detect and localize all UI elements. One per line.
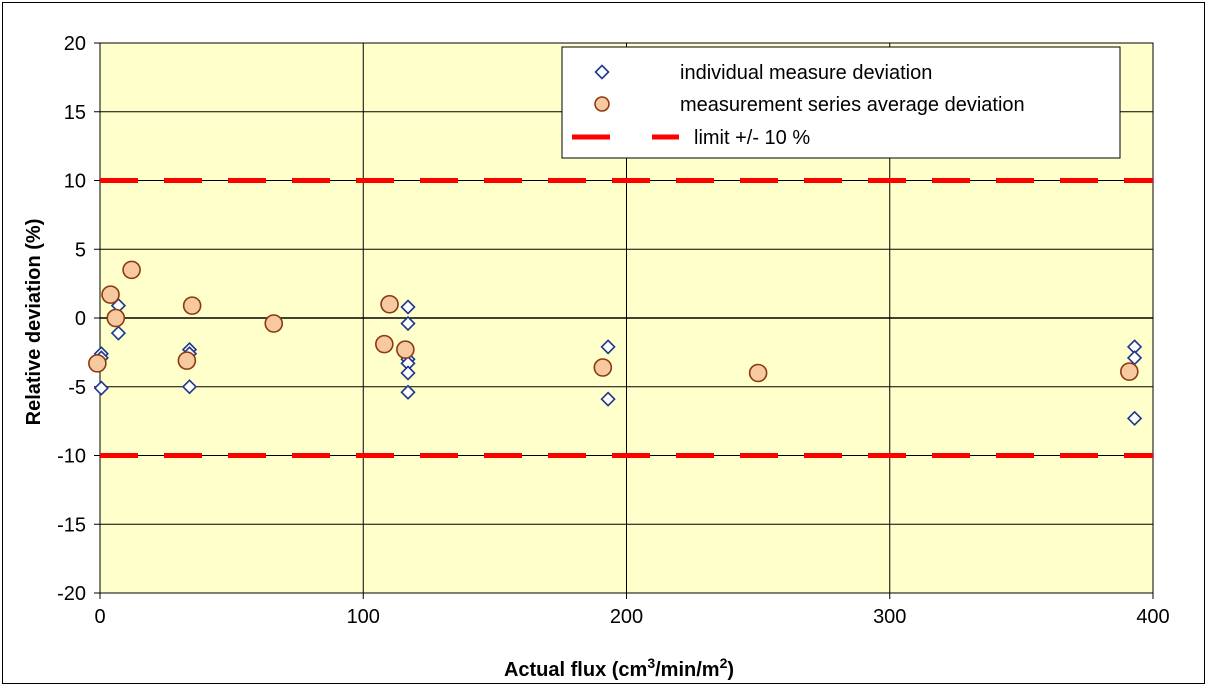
x-tick-label: 300	[873, 606, 906, 628]
individual-measure-point	[400, 365, 416, 381]
limit-lines	[100, 178, 1153, 458]
average-deviation-point	[177, 351, 197, 370]
y-tick-label: 5	[75, 239, 86, 261]
average-deviation-point	[396, 340, 415, 359]
legend-diamond-marker	[594, 64, 610, 80]
x-tick-label: 100	[347, 606, 380, 628]
legend-label-average: measurement series average deviation	[680, 94, 1025, 116]
individual-measure-point	[1126, 410, 1143, 427]
x-tick-label: 0	[94, 606, 105, 628]
average-deviation-point	[748, 363, 768, 383]
y-tick-label: 15	[64, 102, 86, 124]
x-axis-title: Actual flux (cm3/min/m2)	[504, 655, 734, 681]
y-tick-label: 20	[64, 33, 86, 55]
legend-label-individual: individual measure deviation	[680, 62, 932, 84]
y-tick-label: 10	[64, 171, 86, 193]
individual-measure-point	[110, 325, 127, 341]
individual-measure-point	[600, 339, 616, 355]
individual-measure-point	[93, 380, 109, 396]
y-tick-label: -5	[68, 377, 86, 399]
average-deviation-point	[593, 358, 613, 377]
individual-measure-point	[181, 379, 198, 395]
y-axis-ticks: 20 15 10 5 0 -5 -10 -15 -20	[57, 33, 100, 605]
legend-circle-marker	[594, 96, 610, 112]
average-deviation-point	[1120, 362, 1139, 381]
individual-measure-point	[400, 315, 416, 332]
y-tick-label: -20	[57, 583, 86, 605]
average-deviation-point	[375, 334, 394, 354]
average-deviation-point	[106, 308, 126, 328]
y-tick-label: -10	[57, 446, 86, 468]
average-deviation-point	[182, 296, 202, 315]
y-axis-title: Relative deviation (%)	[23, 219, 45, 426]
y-tick-label: 0	[75, 308, 86, 330]
average-deviation-point	[380, 294, 399, 314]
average-deviation-series	[88, 260, 1139, 383]
individual-measure-point	[600, 391, 616, 407]
legend-label-limit: limit +/- 10 %	[694, 127, 810, 149]
average-deviation-point	[101, 285, 120, 304]
individual-measure-point	[400, 299, 416, 315]
individual-measure-point	[400, 384, 416, 400]
average-deviation-point	[122, 260, 141, 280]
y-tick-label: -15	[57, 514, 86, 536]
x-tick-label: 200	[610, 606, 643, 628]
x-axis-ticks: 0 100 200 300 400	[94, 593, 1170, 628]
legend: individual measure deviation measurement …	[561, 46, 1121, 159]
average-deviation-point	[264, 314, 284, 333]
average-deviation-point	[88, 354, 107, 373]
x-tick-label: 400	[1136, 606, 1169, 628]
